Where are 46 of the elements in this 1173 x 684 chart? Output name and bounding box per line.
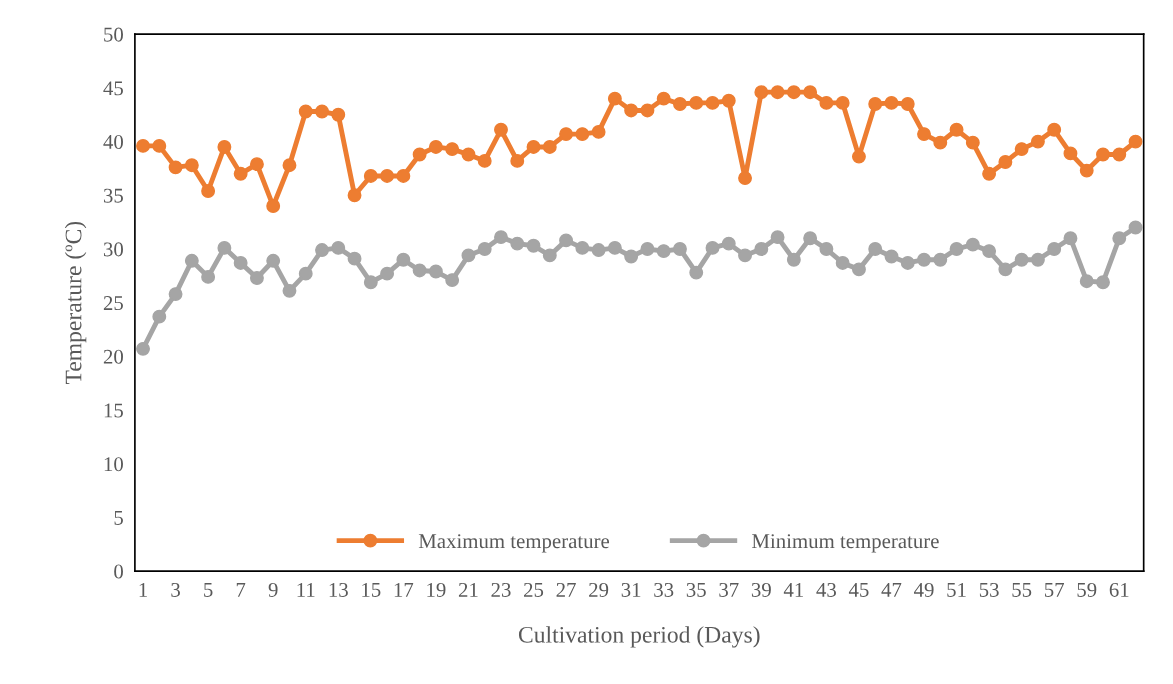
legend-label: Maximum temperature	[418, 534, 610, 553]
x-tick-label: 53	[979, 582, 999, 597]
x-tick-label: 37	[719, 582, 739, 597]
x-tick-label: 43	[816, 582, 836, 597]
x-tick-label: 45	[848, 582, 869, 597]
x-tick-label: 21	[458, 582, 478, 597]
x-tick-label: 25	[524, 582, 544, 597]
x-tick-label: 15	[362, 582, 381, 597]
y-tick-label: 25	[103, 296, 123, 311]
y-tick-label: 45	[103, 81, 123, 96]
x-axis-title: Cultivation period (Days)	[518, 626, 760, 648]
x-tick-label: 61	[1109, 582, 1129, 597]
x-tick-label: 57	[1044, 583, 1064, 597]
x-tick-label: 29	[589, 582, 609, 597]
x-tick-label: 13	[329, 582, 348, 597]
x-tick-label: 33	[654, 582, 674, 597]
x-tick-label: 49	[914, 582, 934, 597]
x-tick-label: 41	[783, 582, 804, 597]
y-tick-label: 50	[104, 27, 123, 42]
y-tick-label: 10	[104, 457, 123, 472]
x-tick-label: 9	[268, 582, 278, 597]
y-tick-label: 5	[114, 511, 123, 525]
y-axis-title: Temperature (ºC)	[64, 221, 87, 385]
x-tick-label: 17	[394, 582, 414, 597]
x-tick-label: 51	[947, 582, 966, 597]
y-tick-label: 20	[103, 349, 123, 364]
x-tick-label: 31	[621, 582, 641, 597]
x-tick-label: 59	[1077, 582, 1097, 597]
x-tick-label: 5	[204, 583, 213, 597]
x-tick-label: 27	[556, 582, 576, 597]
x-tick-label: 3	[171, 582, 180, 597]
x-tick-label: 55	[1012, 583, 1032, 597]
x-tick-label: 1	[139, 582, 147, 597]
y-tick-label: 30	[103, 242, 123, 257]
x-tick-label: 7	[236, 583, 246, 597]
y-tick-label: 35	[103, 188, 123, 203]
legend-label: Minimum temperature	[752, 534, 939, 553]
y-tick-label: 0	[114, 564, 123, 579]
x-tick-label: 35	[686, 582, 706, 597]
y-tick-label: 15	[104, 403, 123, 418]
x-tick-label: 19	[427, 582, 446, 597]
x-tick-label: 23	[491, 582, 511, 597]
x-tick-label: 11	[297, 582, 315, 597]
x-tick-label: 39	[751, 582, 771, 597]
y-tick-label: 40	[103, 134, 123, 150]
x-tick-label: 47	[881, 582, 902, 597]
